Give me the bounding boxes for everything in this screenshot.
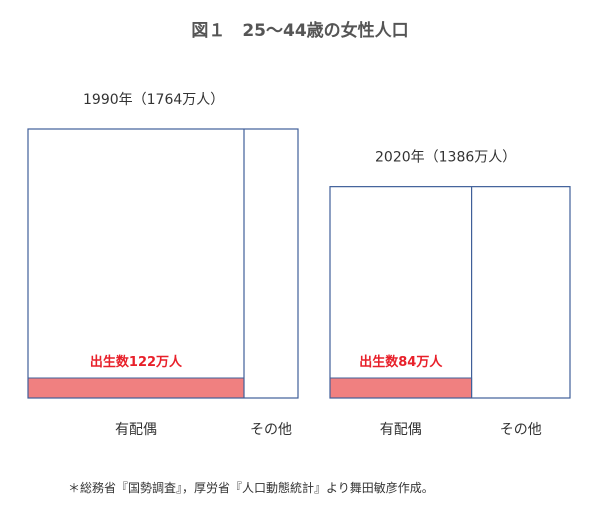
births-label-1990: 出生数122万人 [90, 354, 183, 370]
panel-header-1990: 1990年（1764万人） [83, 92, 224, 108]
category-label-married-2020: 有配偶 [380, 422, 422, 438]
births-label-2020: 出生数84万人 [359, 354, 443, 370]
panel-header-2020: 2020年（1386万人） [375, 150, 516, 166]
births-bar-1990 [27, 377, 245, 399]
chart-title: 図１ 25〜44歳の女性人口 [191, 20, 408, 41]
panel-frame-1990 [27, 128, 299, 399]
births-bar-2020 [329, 377, 473, 399]
category-label-other-2020: その他 [500, 422, 542, 438]
panel-frame-2020 [329, 186, 571, 399]
category-label-married-1990: 有配偶 [115, 422, 157, 438]
category-label-other-1990: その他 [250, 422, 292, 438]
source-note: ＊総務省『国勢調査』，厚労省『人口動態統計』より舞田敏彦作成。 [68, 480, 434, 495]
